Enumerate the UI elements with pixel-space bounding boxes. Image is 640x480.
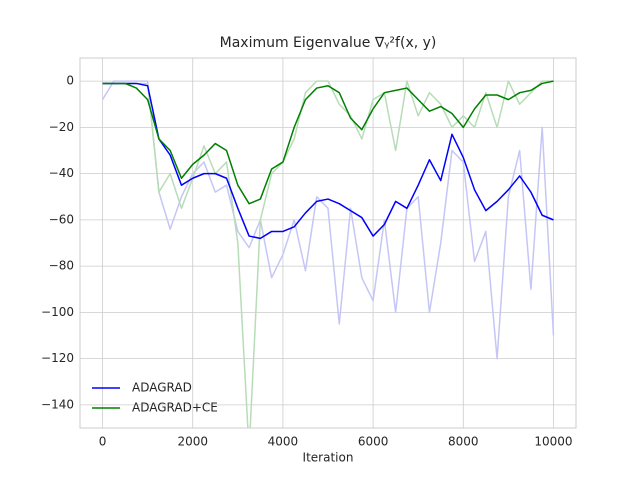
y-tick-label: −20 xyxy=(49,120,74,134)
x-tick-label: 2000 xyxy=(177,435,208,449)
y-tick-label: −80 xyxy=(49,259,74,273)
chart-title: Maximum Eigenvalue ∇ᵧ²f(x, y) xyxy=(220,35,437,51)
x-axis-label: Iteration xyxy=(303,451,354,465)
y-tick-label: −120 xyxy=(41,351,74,365)
y-tick-label: 0 xyxy=(66,74,74,88)
legend: ADAGRAD ADAGRAD+CE xyxy=(92,381,218,415)
x-tick-label: 8000 xyxy=(448,435,479,449)
x-tick-label: 6000 xyxy=(358,435,389,449)
x-tick-label: 4000 xyxy=(268,435,299,449)
x-tick-label: 10000 xyxy=(534,435,572,449)
legend-label: ADAGRAD+CE xyxy=(132,401,218,415)
plot-area xyxy=(101,80,555,428)
y-tick-label: −40 xyxy=(49,166,74,180)
raw-series-line xyxy=(101,80,555,360)
y-tick-label: −60 xyxy=(49,212,74,226)
y-tick-label: −100 xyxy=(41,305,74,319)
series-line xyxy=(102,82,554,240)
y-tick-label: −140 xyxy=(41,397,74,411)
raw-series-line xyxy=(102,80,554,428)
legend-label: ADAGRAD xyxy=(132,381,192,395)
series-line xyxy=(102,80,554,205)
axes-frame xyxy=(79,57,577,429)
x-tick-label: 0 xyxy=(99,435,107,449)
